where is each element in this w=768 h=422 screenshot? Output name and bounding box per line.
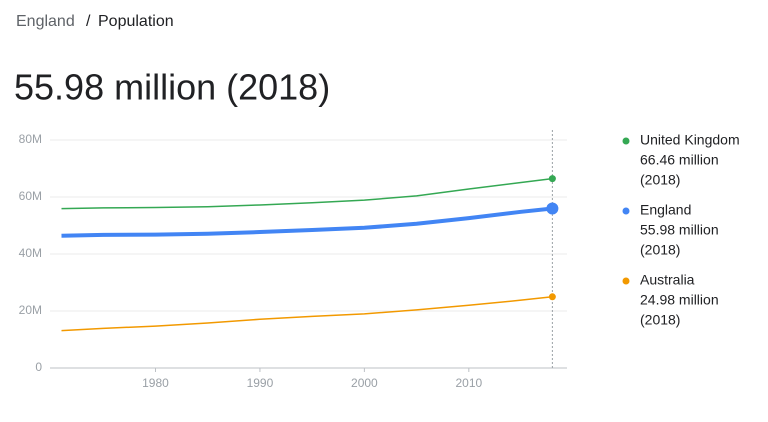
headline: 55.98 million (2018) — [14, 67, 330, 108]
breadcrumb-separator: / — [86, 13, 91, 30]
y-tick-label: 20M — [19, 303, 42, 317]
legend-dot — [622, 137, 630, 145]
x-tick-label: 1990 — [247, 376, 274, 390]
x-tick-label: 1980 — [142, 376, 169, 390]
end-point — [546, 202, 559, 215]
x-tick-label: 2000 — [351, 376, 378, 390]
legend-date: (2018) — [640, 172, 680, 188]
legend-name[interactable]: Australia — [640, 272, 695, 288]
x-tick-label: 2010 — [455, 376, 482, 390]
legend-value: 24.98 million — [640, 292, 719, 308]
legend-dot — [622, 207, 630, 215]
y-tick-label: 40M — [19, 246, 42, 260]
y-tick-label: 0 — [35, 360, 42, 374]
y-tick-label: 60M — [19, 189, 42, 203]
series-line — [61, 177, 553, 210]
legend-dot — [622, 277, 630, 285]
end-point — [548, 293, 556, 301]
y-tick-label: 80M — [19, 132, 42, 146]
breadcrumb-parent[interactable]: England — [16, 13, 75, 30]
legend-date: (2018) — [640, 312, 680, 328]
series-line — [61, 296, 553, 332]
breadcrumb-current: Population — [98, 13, 174, 30]
end-point — [548, 175, 556, 183]
series-line — [61, 206, 553, 238]
legend-name[interactable]: England — [640, 202, 691, 218]
legend-value: 55.98 million — [640, 222, 719, 238]
legend-name[interactable]: United Kingdom — [640, 132, 740, 148]
legend-date: (2018) — [640, 242, 680, 258]
legend-value: 66.46 million — [640, 152, 719, 168]
